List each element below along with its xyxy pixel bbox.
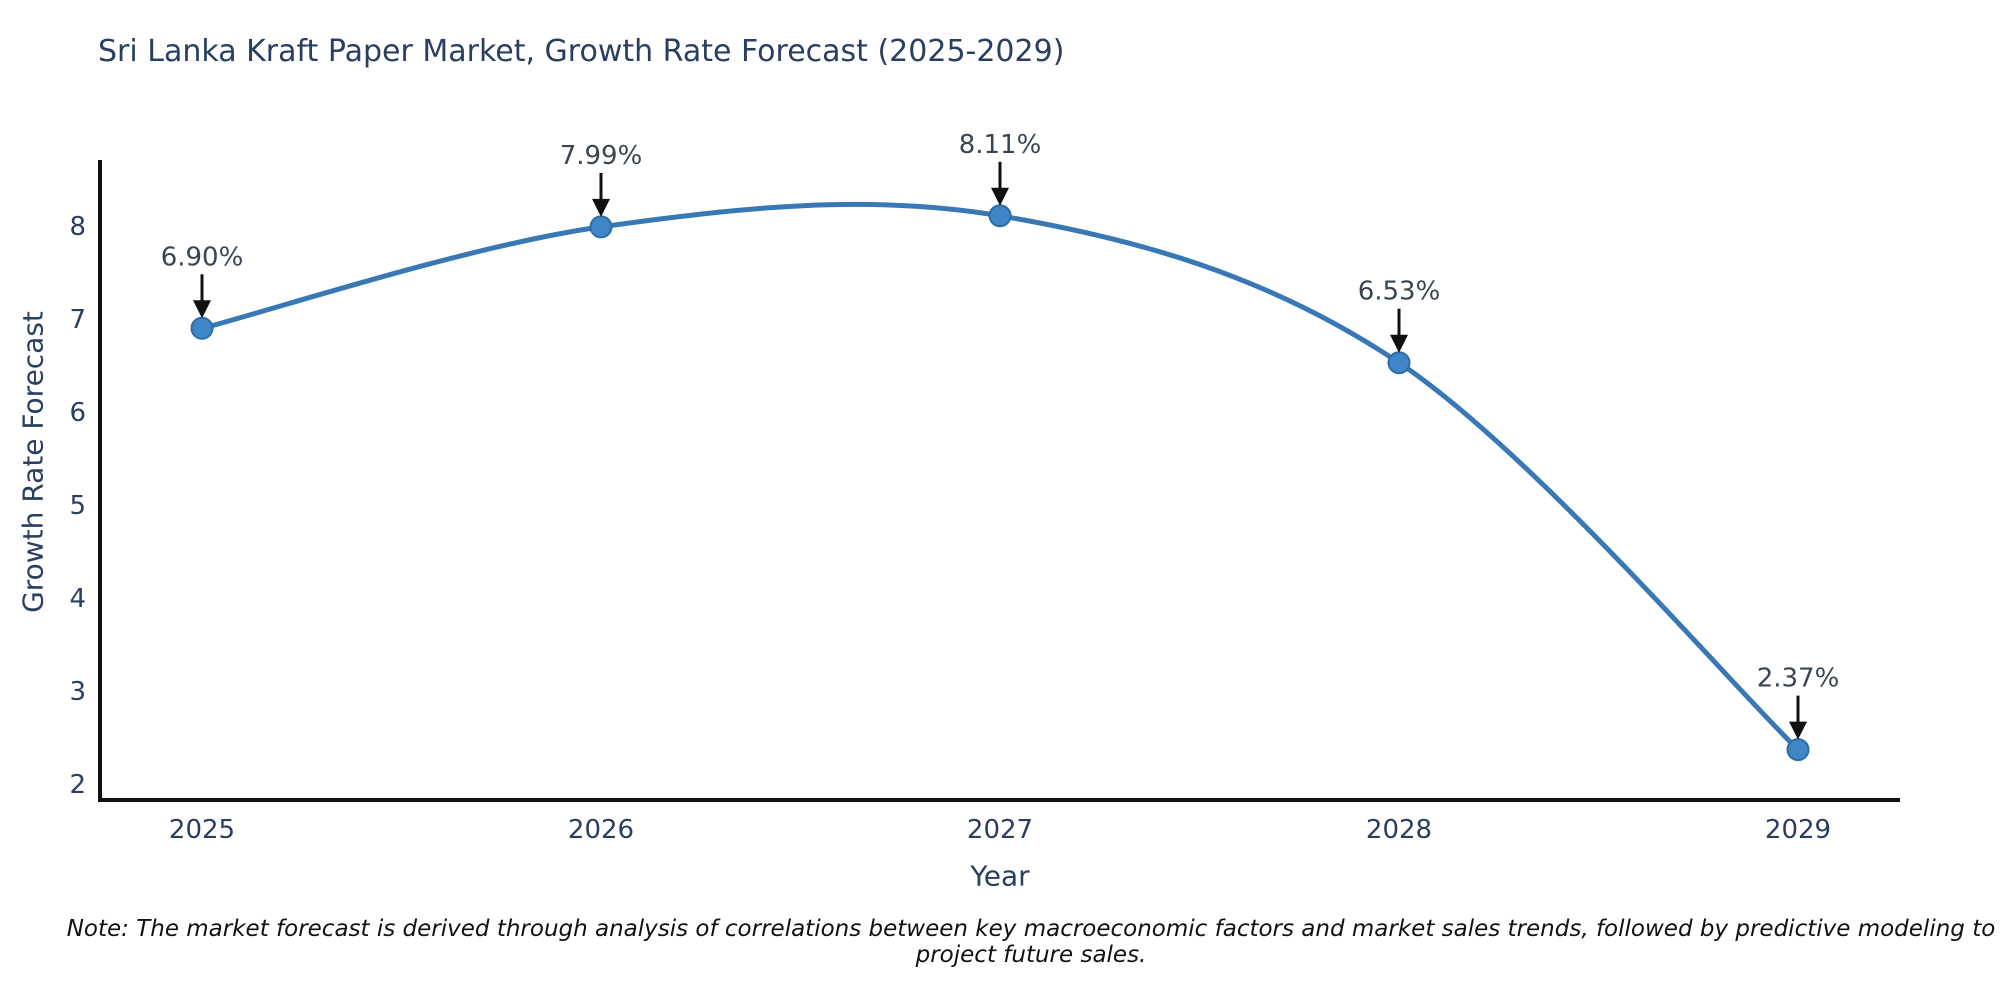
annotation-label: 6.53% <box>1358 277 1441 307</box>
x-tick-label: 2025 <box>169 815 235 845</box>
data-point-marker <box>1786 738 1810 762</box>
annotation-arrowhead <box>991 187 1009 206</box>
y-tick-label: 2 <box>69 770 86 800</box>
y-tick-label: 4 <box>69 584 86 614</box>
annotation-arrowhead <box>592 198 610 217</box>
annotation-label: 8.11% <box>959 130 1042 160</box>
data-point-marker <box>589 215 613 239</box>
x-tick-label: 2027 <box>967 815 1033 845</box>
y-tick-label: 6 <box>69 398 86 428</box>
data-point-marker <box>1387 351 1411 375</box>
x-tick-label: 2028 <box>1366 815 1432 845</box>
trend-line <box>199 201 1801 753</box>
annotation-label: 7.99% <box>560 141 643 171</box>
x-tick-label: 2029 <box>1765 815 1831 845</box>
y-tick-label: 3 <box>69 677 86 707</box>
data-point-marker <box>190 316 214 340</box>
data-point-marker <box>988 204 1012 228</box>
y-tick-label: 5 <box>69 491 86 521</box>
annotation-arrowhead <box>1789 721 1807 740</box>
annotation-label: 2.37% <box>1757 664 1840 694</box>
x-axis-title: Year <box>970 859 1030 893</box>
footnote: Note: The market forecast is derived thr… <box>66 916 1996 968</box>
annotation-arrowhead <box>193 300 211 319</box>
chart-title: Sri Lanka Kraft Paper Market, Growth Rat… <box>98 34 1065 69</box>
x-tick-label: 2026 <box>568 815 634 845</box>
annotation-label: 6.90% <box>161 242 244 272</box>
y-tick-label: 8 <box>69 212 86 242</box>
annotation-arrowhead <box>1390 334 1408 353</box>
y-tick-label: 7 <box>69 305 86 335</box>
